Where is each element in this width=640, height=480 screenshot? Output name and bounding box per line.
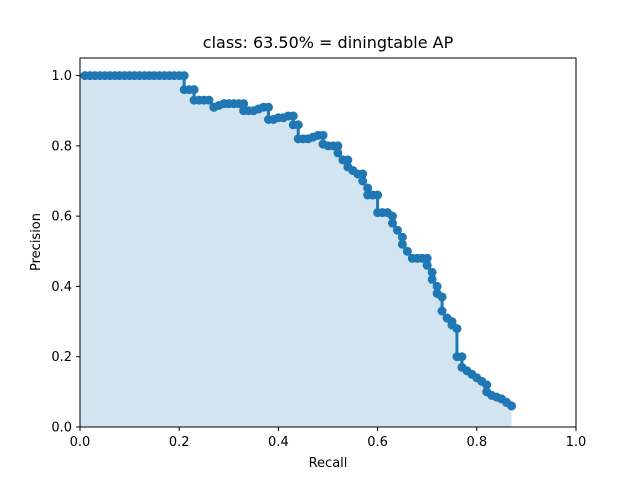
pr-point: [397, 232, 407, 242]
pr-point: [333, 148, 343, 158]
y-axis-title: Precision: [29, 213, 44, 271]
y-axis: 0.0 0.2 0.4 0.6 0.8 1.0: [51, 69, 80, 436]
pr-point: [387, 211, 397, 221]
pr-point: [179, 71, 189, 81]
pr-point: [437, 292, 447, 302]
plot-area: [80, 71, 517, 428]
pr-point: [293, 120, 303, 130]
pr-point: [189, 85, 199, 95]
y-tick-label: 0.2: [51, 350, 72, 365]
pr-point: [452, 324, 462, 334]
pr-point: [392, 225, 402, 235]
pr-point: [373, 190, 383, 200]
pr-point: [427, 267, 437, 277]
pr-point: [437, 306, 447, 316]
pr-point: [343, 155, 353, 165]
pr-point: [263, 102, 273, 112]
pr-point: [288, 111, 298, 121]
pr-point: [432, 281, 442, 291]
pr-point: [457, 352, 467, 362]
y-tick-label: 0.6: [51, 210, 72, 225]
x-tick-label: 0.2: [169, 435, 190, 450]
pr-point: [402, 246, 412, 256]
x-axis-title: Recall: [309, 456, 348, 471]
x-tick-label: 0.0: [70, 435, 91, 450]
pr-point: [397, 239, 407, 249]
y-tick-label: 1.0: [51, 69, 72, 84]
y-tick-label: 0.4: [51, 280, 72, 295]
pr-point: [422, 253, 432, 263]
pr-point: [204, 95, 214, 105]
chart-title: class: 63.50% = diningtable AP: [203, 33, 454, 52]
pr-point: [358, 176, 368, 186]
pr-point: [363, 183, 373, 193]
pr-point: [358, 169, 368, 179]
pr-point: [507, 401, 517, 411]
x-axis: 0.0 0.2 0.4 0.6 0.8 1.0: [70, 427, 587, 450]
x-tick-label: 1.0: [566, 435, 587, 450]
x-tick-label: 0.8: [466, 435, 487, 450]
pr-point: [422, 260, 432, 270]
pr-area-fill: [80, 75, 512, 428]
axes-frame: [79, 57, 577, 428]
pr-point: [482, 380, 492, 390]
y-tick-label: 0.0: [51, 421, 72, 436]
x-tick-label: 0.4: [268, 435, 289, 450]
x-tick-label: 0.6: [367, 435, 388, 450]
pr-point: [387, 218, 397, 228]
pr-point: [318, 130, 328, 140]
pr-point: [427, 274, 437, 284]
y-tick-label: 0.8: [51, 139, 72, 154]
pr-point: [239, 99, 249, 109]
pr-point: [333, 141, 343, 151]
